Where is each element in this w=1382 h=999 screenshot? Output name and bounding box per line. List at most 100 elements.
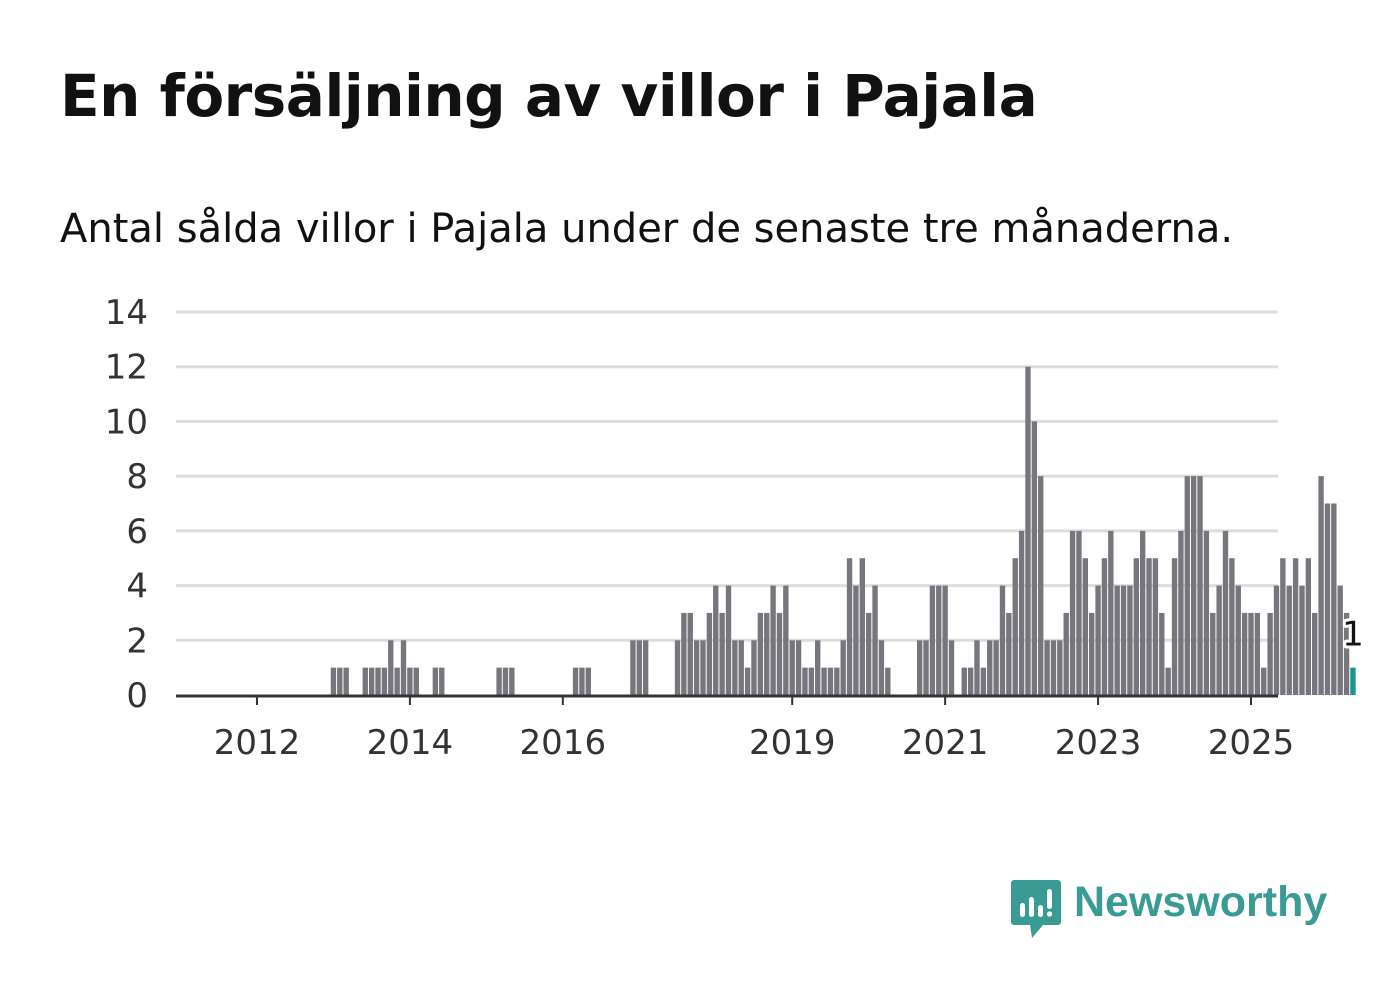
- bar: [719, 612, 725, 695]
- bar: [1101, 558, 1108, 695]
- bar: [1261, 667, 1267, 695]
- newsworthy-logo-icon: [1011, 880, 1061, 938]
- bar: [999, 585, 1006, 695]
- bar: [1254, 612, 1261, 695]
- bar: [827, 667, 834, 695]
- bar: [1006, 612, 1012, 695]
- bar: [674, 640, 681, 695]
- bar: [776, 612, 783, 695]
- y-tick-label: 2: [126, 621, 148, 661]
- bar: [381, 667, 388, 695]
- bar: [394, 667, 400, 695]
- grid-lines: [176, 310, 1278, 642]
- chart-subtitle: Antal sålda villor i Pajala under de sen…: [60, 206, 1234, 252]
- bar: [757, 612, 764, 695]
- bar: [1159, 612, 1165, 695]
- data-labels: 1: [1339, 612, 1367, 658]
- bar: [1292, 558, 1299, 695]
- y-tick-label: 8: [126, 457, 148, 497]
- bar: [1127, 585, 1133, 695]
- bar: [400, 640, 407, 695]
- y-axis-ticks: 0 2 4 6 8 10 12 14: [105, 293, 148, 716]
- bar: [1216, 585, 1222, 695]
- brand-name: Newsworthy: [1074, 878, 1328, 926]
- bar: [343, 667, 349, 695]
- bar: [330, 667, 337, 695]
- bar: [432, 667, 439, 695]
- bar: [1069, 530, 1076, 695]
- x-tick-label: 2025: [1208, 723, 1295, 763]
- x-tick-label: 2021: [902, 723, 989, 763]
- bar: [916, 640, 923, 695]
- bar: [1190, 476, 1197, 695]
- x-tick-label: 2019: [749, 723, 836, 763]
- bar: [1152, 558, 1159, 695]
- bar: [1197, 476, 1203, 695]
- last-value-label: 1: [1342, 615, 1364, 655]
- bar: [961, 667, 967, 695]
- bar: [821, 667, 827, 695]
- bar: [1031, 421, 1038, 695]
- bar: [1165, 667, 1171, 695]
- bar: [751, 640, 757, 695]
- bar: [1305, 558, 1312, 695]
- bar: [980, 667, 987, 695]
- bar: [439, 667, 445, 695]
- bar: [1267, 612, 1273, 695]
- bar: [1114, 585, 1120, 695]
- bar: [681, 612, 687, 695]
- y-tick-label: 10: [105, 402, 148, 442]
- bar: [1318, 476, 1324, 695]
- bar: [1229, 558, 1235, 695]
- x-tick-label: 2023: [1055, 723, 1142, 763]
- bar: [1089, 612, 1095, 695]
- bar: [1184, 476, 1190, 695]
- bar: [502, 667, 509, 695]
- bar: [687, 612, 693, 695]
- bar: [337, 667, 343, 695]
- bar: [1012, 558, 1018, 695]
- bar: [942, 585, 948, 695]
- bar: [1038, 476, 1044, 695]
- bar: [1095, 585, 1101, 695]
- bar: [1280, 558, 1286, 695]
- y-tick-label: 6: [126, 512, 148, 552]
- bar: [1018, 530, 1025, 695]
- bar: [1082, 558, 1089, 695]
- bar: [1324, 503, 1331, 695]
- bar: [636, 640, 642, 695]
- bar: [1076, 530, 1082, 695]
- bar: [1203, 530, 1210, 695]
- bar: [846, 558, 853, 695]
- bar: [815, 640, 821, 695]
- chart-title: En försäljning av villor i Pajala: [60, 62, 1038, 130]
- bars: [330, 366, 1356, 695]
- x-tick-label: 2016: [520, 723, 607, 763]
- newsworthy-brand: Newsworthy: [1010, 878, 1327, 940]
- bar: [732, 640, 738, 695]
- bar: [713, 585, 719, 695]
- bar: [725, 585, 732, 695]
- bar: [579, 667, 585, 695]
- bar: [948, 640, 955, 695]
- bar: [509, 667, 515, 695]
- bar: [1241, 612, 1248, 695]
- bar: [744, 667, 751, 695]
- bar: [407, 667, 413, 695]
- bar: [388, 640, 394, 695]
- bar: [936, 585, 942, 695]
- bar: [1273, 585, 1280, 695]
- bar: [375, 667, 381, 695]
- bar: [1235, 585, 1241, 695]
- bar: [974, 640, 980, 695]
- bar: [929, 585, 936, 695]
- bar: [1248, 612, 1254, 695]
- bar: [789, 640, 795, 695]
- bar: [1063, 612, 1069, 695]
- bar: [1025, 366, 1031, 695]
- bar: [496, 667, 502, 695]
- x-tick-label: 2014: [367, 723, 454, 763]
- bar: [770, 585, 776, 695]
- bar: [764, 612, 770, 695]
